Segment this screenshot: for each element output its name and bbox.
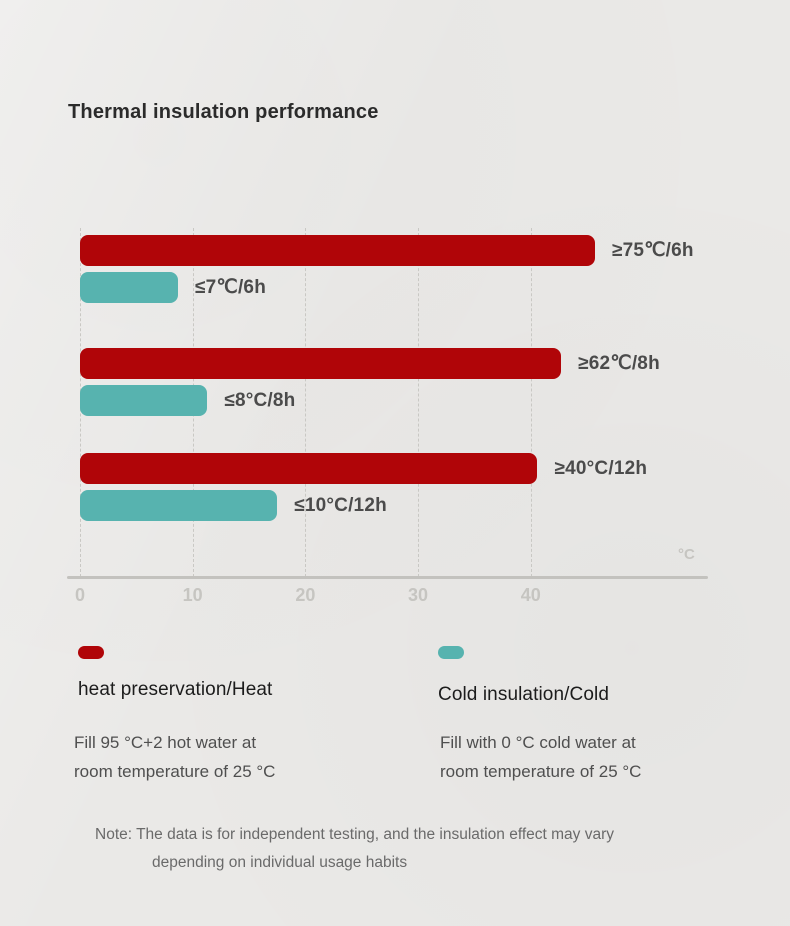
note-line1: Note: The data is for independent testin… [95,826,615,843]
axis-tick-label: 20 [295,585,316,605]
axis-tick-label: 10 [182,585,203,605]
chart-title: Thermal insulation performance [68,101,379,123]
cold-bar [80,385,208,416]
cold-bar-value-label: ≤8°C/8h [224,390,296,411]
heat-bar [80,348,562,379]
axis-tick-label: 0 [74,585,86,605]
heat-legend-swatch [78,646,104,659]
cold-legend-swatch [438,646,464,659]
axis-tick-label: 30 [408,585,429,605]
cold-description-line2: room temperature of 25 °C [440,762,642,781]
heat-bar-value-label: ≥75℃/6h [611,240,694,261]
axis-unit-label: °C [678,546,695,563]
heat-description-line2: room temperature of 25 °C [74,762,276,781]
heat-legend-label: heat preservation/Heat [78,679,273,700]
gridline [418,228,420,577]
heat-bar-value-label: ≥62℃/8h [578,353,660,374]
cold-bar-value-label: ≤10°C/12h [294,495,387,516]
cold-description-line1: Fill with 0 °C cold water at [440,733,636,752]
heat-bar [80,235,595,266]
gridline [530,228,532,577]
gridline [305,228,307,577]
cold-bar-value-label: ≤7℃/6h [195,277,266,298]
cold-legend-label: Cold insulation/Cold [438,684,609,705]
heat-description: Fill 95 °C+2 hot water at room temperatu… [74,728,275,786]
cold-bar [80,272,179,303]
heat-bar [80,453,538,484]
cold-description: Fill with 0 °C cold water at room temper… [440,728,641,786]
cold-bar [80,490,278,521]
heat-description-line1: Fill 95 °C+2 hot water at [74,733,257,752]
note-line2: depending on individual usage habits [152,854,408,871]
heat-bar-value-label: ≥40°C/12h [554,458,648,479]
axis-tick-label: 40 [520,585,541,605]
x-axis-line [67,576,708,579]
